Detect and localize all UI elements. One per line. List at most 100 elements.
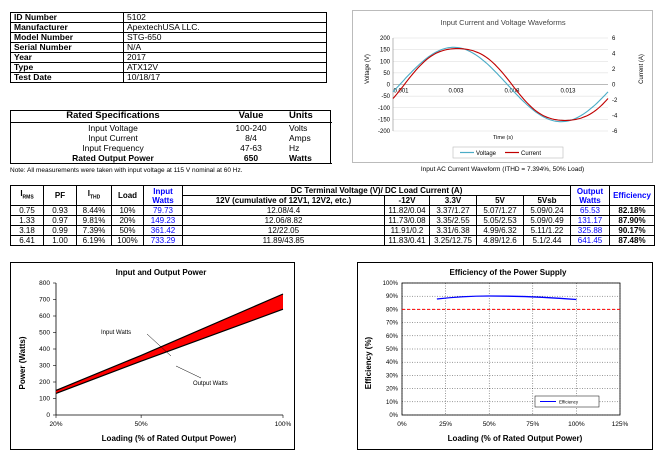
efficiency-ytick-label: 30% — [386, 373, 399, 379]
test-results-table: IRMS PF ITHD Load Input Watts DC Termina… — [10, 185, 655, 246]
efficiency-series — [436, 295, 577, 301]
table-cell: 79.73 — [143, 205, 183, 216]
info-row: Test Date 10/18/17 — [10, 72, 327, 83]
rated-unit: Watts — [286, 153, 332, 164]
info-key: Manufacturer — [10, 22, 124, 33]
table-cell: 0.97 — [43, 215, 77, 226]
table-cell: 3.37/1.27 — [429, 205, 477, 216]
info-key: ID Number — [10, 12, 124, 23]
waveform-ylabel-right: Current (A) — [639, 54, 645, 84]
info-value: 10/18/17 — [123, 72, 327, 83]
power-ytick-label: 200 — [39, 379, 50, 386]
table-cell: 82.18% — [609, 205, 655, 216]
col-output-watts: Output Watts — [570, 185, 610, 206]
table-cell: 11.89/43.85 — [182, 235, 385, 246]
col-load: Load — [111, 185, 144, 206]
info-key: Year — [10, 52, 124, 63]
power-ytick-label: 700 — [39, 297, 50, 304]
table-cell: 4.89/12.6 — [476, 235, 524, 246]
table-cell: 8.44% — [76, 205, 112, 216]
rated-unit: Amps — [289, 133, 311, 143]
efficiency-plot-frame — [401, 282, 621, 416]
table-cell: 4.99/6.32 — [476, 225, 524, 236]
waveform-left-tick: 0 — [387, 83, 391, 89]
power-chart: Input and Output Power 0 100 200 300 400 500 6… — [10, 262, 295, 450]
power-ytick-label: 300 — [39, 363, 50, 370]
legend-voltage: Voltage — [476, 151, 497, 157]
efficiency-chart-title: Efficiency of the Power Supply — [450, 268, 567, 277]
table-row: 6.41 1.00 6.19% 100% 733.29 11.89/43.85 11.83/… — [10, 235, 655, 246]
power-ylabel: Power (Watts) — [18, 336, 27, 389]
power-ytick-label: 500 — [39, 330, 50, 337]
table-cell: 131.17 — [570, 215, 610, 226]
waveform-right-tick: 6 — [612, 36, 616, 42]
power-ytick-label: 400 — [39, 346, 50, 353]
table-cell: 5.07/1.27 — [476, 205, 524, 216]
current-series — [392, 47, 609, 122]
table-cell: 3.25/12.75 — [429, 235, 477, 246]
waveform-title: Input Current and Voltage Waveforms — [440, 18, 565, 27]
efficiency-legend — [534, 395, 600, 408]
col-minus12v: -12V — [384, 195, 430, 206]
efficiency-ytick-label: 20% — [386, 387, 399, 393]
power-xtick-label: 50% — [135, 421, 148, 428]
table-cell: 1.00 — [43, 235, 77, 246]
info-row: Manufacturer ApextechUSA LLC. — [10, 22, 327, 33]
info-key: Serial Number — [10, 42, 124, 53]
efficiency-xtick-label: 50% — [483, 421, 496, 428]
efficiency-ytick-label: 100% — [383, 281, 399, 287]
waveform-left-tick: 200 — [380, 36, 391, 42]
table-cell: 0.93 — [43, 205, 77, 216]
waveform-right-tick: -6 — [612, 129, 618, 135]
efficiency-ytick-label: 70% — [386, 321, 399, 327]
info-value: N/A — [123, 42, 327, 53]
col-5vsb: 5Vsb — [523, 195, 571, 206]
efficiency-ylabel: Efficiency (%) — [364, 336, 373, 389]
table-cell: 361.42 — [143, 225, 183, 236]
table-cell: 5.05/2.53 — [476, 215, 524, 226]
waveform-left-tick: -200 — [378, 129, 391, 135]
waveform-left-tick: 50 — [383, 71, 390, 77]
col-efficiency: Efficiency — [609, 185, 655, 206]
table-cell: 87.48% — [609, 235, 655, 246]
waveform-right-tick: -4 — [612, 114, 618, 120]
table-cell: 65.53 — [570, 205, 610, 216]
col-ithd: ITHD — [76, 185, 112, 206]
waveform-left-tick: 150 — [380, 48, 391, 54]
output-watts-annotation: Output Watts — [193, 381, 228, 387]
waveform-xlabel: Time (s) — [493, 135, 513, 141]
power-ytick-label: 800 — [39, 280, 50, 287]
waveform-x-tick: 0.001 — [393, 89, 409, 95]
table-cell: 733.29 — [143, 235, 183, 246]
waveform-left-tick: -50 — [381, 94, 390, 100]
legend-efficiency: Efficiency — [559, 400, 579, 405]
table-cell: 5.09/0.24 — [523, 205, 571, 216]
rated-value: 47-63 — [240, 143, 262, 153]
rated-header-value: Value — [216, 110, 286, 123]
rated-unit: Volts — [289, 123, 308, 133]
waveform-right-tick: 4 — [612, 52, 616, 58]
efficiency-ytick-label: 40% — [386, 360, 399, 366]
col-12v: 12V (cumulative of 12V1, 12V2, etc.) — [182, 195, 385, 206]
table-cell: 12/22.05 — [182, 225, 385, 236]
output-annotation-leader — [175, 365, 202, 379]
unit-info-table: ID Number 5102 Manufacturer ApextechUSA LLC… — [10, 12, 327, 83]
efficiency-ytick-label: 50% — [386, 347, 399, 353]
waveform-left-tick: -150 — [378, 117, 391, 123]
info-value: 5102 — [123, 12, 327, 23]
waveform-x-tick: 0.008 — [504, 89, 520, 95]
table-cell: 5.11/1.22 — [523, 225, 571, 236]
waveform-right-tick: 2 — [612, 67, 616, 73]
efficiency-xtick-label: 25% — [439, 421, 452, 428]
efficiency-ytick-label: 80% — [386, 307, 399, 313]
info-value: ATX12V — [123, 62, 327, 73]
efficiency-xtick-label: 125% — [612, 421, 629, 428]
efficiency-xtick-label: 0% — [397, 421, 407, 428]
col-input-watts: Input Watts — [143, 185, 183, 206]
table-cell: 5.1/2.44 — [523, 235, 571, 246]
info-row: Type ATX12V — [10, 62, 327, 73]
info-key: Type — [10, 62, 124, 73]
waveform-chart: Input Current and Voltage Waveforms 200 1… — [352, 10, 653, 163]
table-cell: 0.75 — [10, 205, 44, 216]
table-cell: 12.06/8.82 — [182, 215, 385, 226]
